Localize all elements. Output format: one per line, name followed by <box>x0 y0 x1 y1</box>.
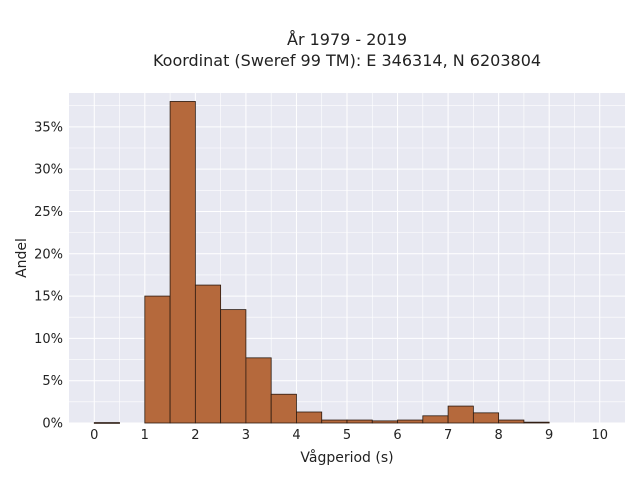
y-axis-label: Andel <box>14 238 30 278</box>
x-axis-ticks: 0 1 2 3 4 5 6 7 8 9 10 <box>90 428 608 443</box>
x-tick-label: 7 <box>444 428 452 443</box>
histogram-bar <box>321 419 348 424</box>
x-tick-label: 0 <box>90 428 98 443</box>
x-tick-label: 3 <box>242 428 250 443</box>
histogram-bar <box>169 101 196 424</box>
chart-title: År 1979 - 2019 <box>287 30 407 49</box>
histogram-bar <box>296 411 323 424</box>
y-tick-label: 30% <box>34 163 63 178</box>
histogram-bar <box>346 419 373 424</box>
x-tick-label: 8 <box>494 428 502 443</box>
y-tick-label: 25% <box>34 205 63 220</box>
histogram-bar <box>422 415 449 424</box>
y-tick-label: 10% <box>34 332 63 347</box>
histogram-bar <box>523 421 550 424</box>
x-tick-label: 6 <box>393 428 401 443</box>
x-tick-label: 5 <box>343 428 351 443</box>
y-tick-label: 0% <box>42 417 63 432</box>
bars <box>93 101 550 424</box>
histogram-bar <box>472 412 500 424</box>
histogram-bar <box>498 419 525 424</box>
y-tick-label: 5% <box>42 374 63 389</box>
x-tick-label: 9 <box>545 428 553 443</box>
histogram-bar <box>397 419 424 424</box>
histogram-bar <box>447 405 474 424</box>
histogram-bar <box>245 357 272 424</box>
histogram-bar <box>220 309 247 424</box>
x-tick-label: 4 <box>292 428 300 443</box>
x-tick-label: 2 <box>191 428 199 443</box>
histogram-bar <box>371 420 398 424</box>
histogram-bar <box>270 393 297 424</box>
histogram-bar <box>144 295 171 424</box>
y-axis-ticks: 0% 5% 10% 15% 20% 25% 30% 35% <box>34 120 63 431</box>
histogram-bar <box>93 422 120 424</box>
y-tick-label: 20% <box>34 247 63 262</box>
x-axis-label: Vågperiod (s) <box>300 449 393 466</box>
y-tick-label: 35% <box>34 120 63 135</box>
x-tick-label: 10 <box>591 428 608 443</box>
x-tick-label: 1 <box>141 428 149 443</box>
y-tick-label: 15% <box>34 290 63 305</box>
chart-subtitle: Koordinat (Sweref 99 TM): E 346314, N 62… <box>153 51 541 70</box>
histogram-bar <box>194 284 222 424</box>
